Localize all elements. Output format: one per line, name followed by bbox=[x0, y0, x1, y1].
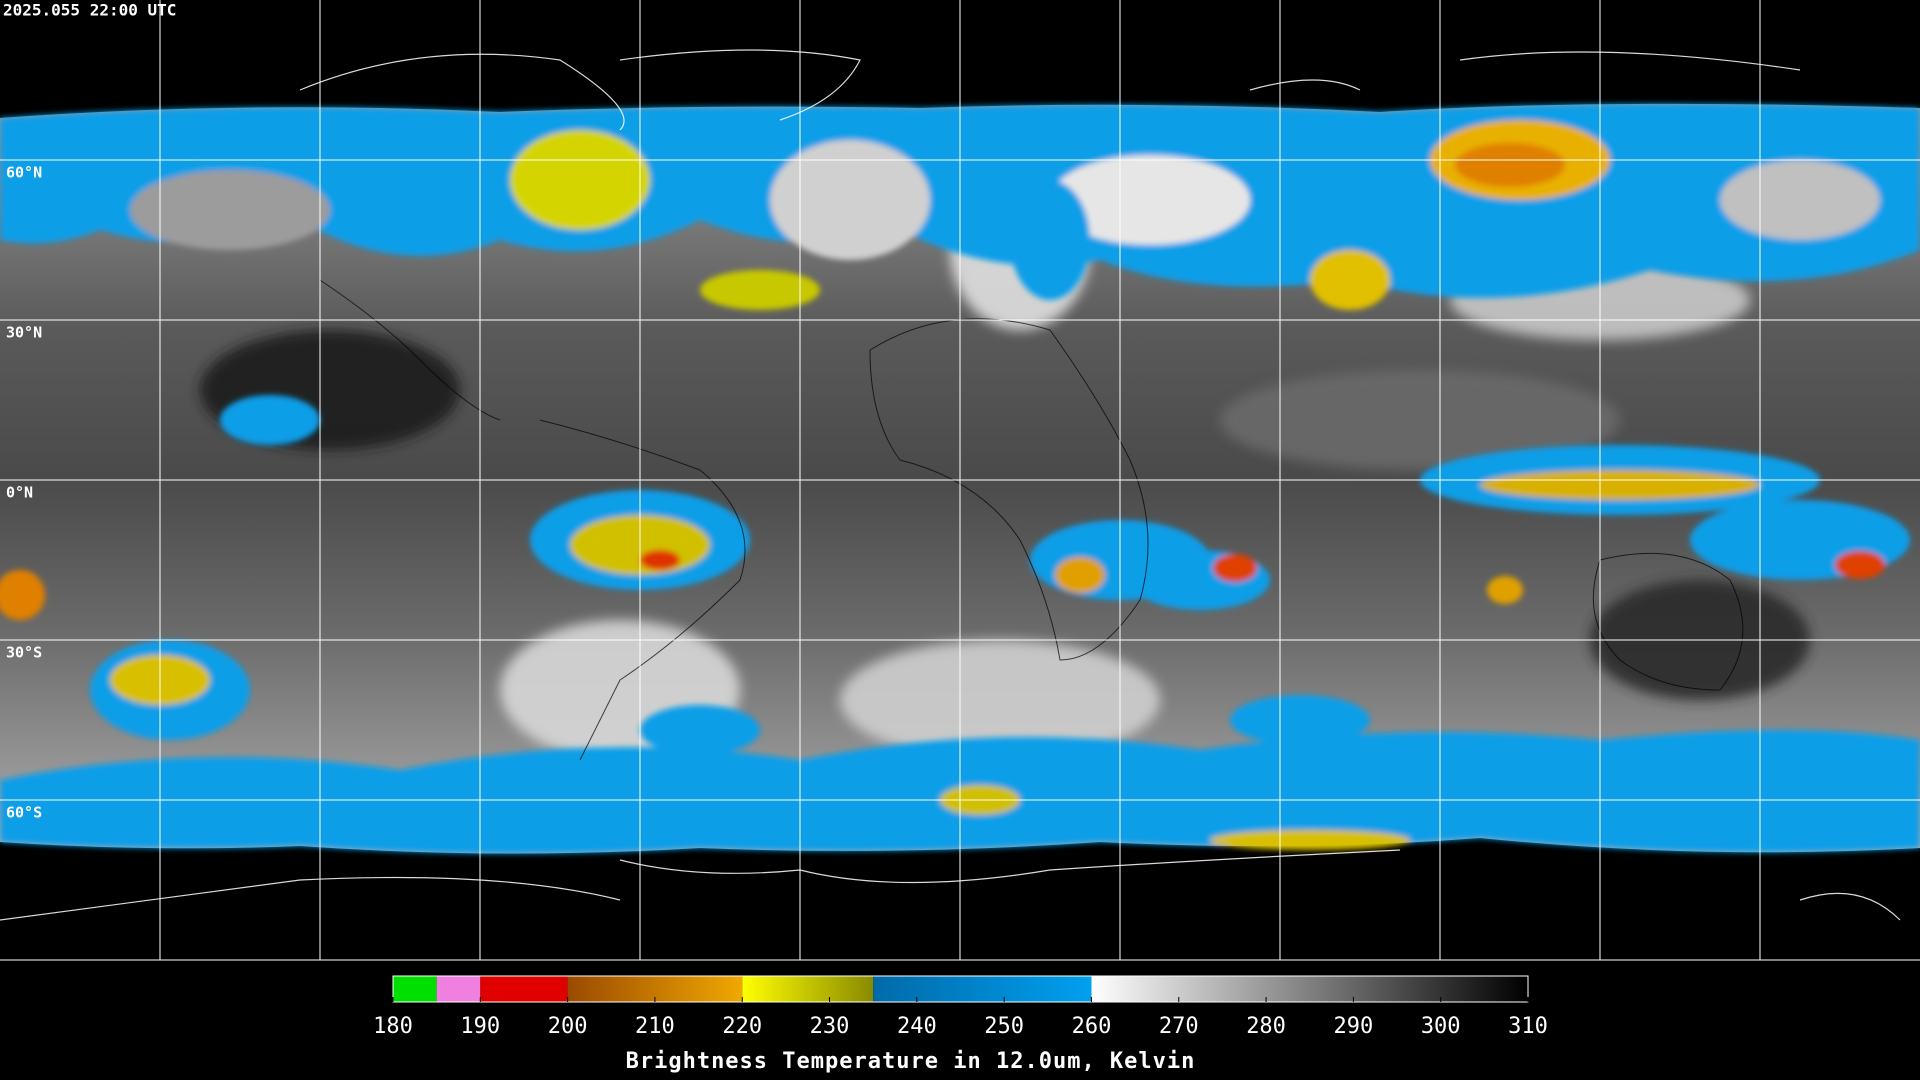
map-title: 2025.055 22:00 UTC bbox=[3, 1, 176, 20]
colorbar-tick-label: 310 bbox=[1508, 1014, 1548, 1039]
colorbar-tick-label: 250 bbox=[984, 1014, 1024, 1039]
colorbar-segment bbox=[873, 976, 1092, 1002]
colorbar-tick-label: 280 bbox=[1246, 1014, 1286, 1039]
colorbar-segment bbox=[1091, 976, 1528, 1002]
latitude-label: 30°S bbox=[6, 644, 42, 662]
colorbar: 180 190 200 210 220 230 240 250 260 270 280 290 300 3… bbox=[373, 975, 1548, 1074]
colorbar-segment bbox=[393, 976, 437, 1002]
colorbar-tick-label: 200 bbox=[548, 1014, 588, 1039]
latitude-label: 0°N bbox=[6, 484, 33, 502]
graticule bbox=[0, 0, 1920, 961]
colorbar-segment bbox=[742, 976, 874, 1002]
colorbar-frame bbox=[392, 975, 1529, 1003]
colorbar-tick-label: 210 bbox=[635, 1014, 675, 1039]
latitude-label: 30°N bbox=[6, 324, 42, 342]
colorbar-tick-label: 220 bbox=[722, 1014, 762, 1039]
latitude-label: 60°N bbox=[6, 164, 42, 182]
colorbar-tick-label: 290 bbox=[1334, 1014, 1374, 1039]
colorbar-label: Brightness Temperature in 12.0um, Kelvin bbox=[626, 1049, 1196, 1074]
colorbar-segment bbox=[480, 976, 568, 1002]
colorbar-tick-label: 230 bbox=[810, 1014, 850, 1039]
colorbar-tick-label: 270 bbox=[1159, 1014, 1199, 1039]
colorbar-tick-label: 240 bbox=[897, 1014, 937, 1039]
colorbar-tick-label: 300 bbox=[1421, 1014, 1461, 1039]
colorbar-segment bbox=[436, 976, 481, 1002]
colorbar-tick-label: 260 bbox=[1072, 1014, 1112, 1039]
latitude-label: 60°S bbox=[6, 804, 42, 822]
colorbar-tick-label: 180 bbox=[373, 1014, 413, 1039]
colorbar-tick-label: 190 bbox=[460, 1014, 500, 1039]
